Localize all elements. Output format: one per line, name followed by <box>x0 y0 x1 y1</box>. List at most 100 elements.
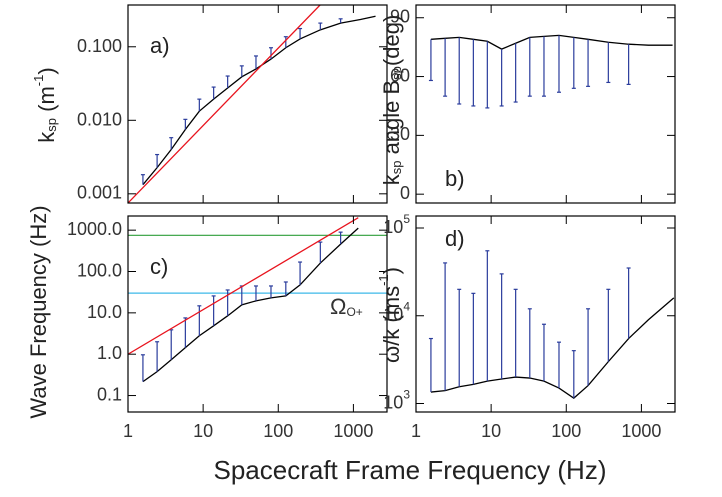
error-bar <box>428 337 433 393</box>
y-tick-label: 0.100 <box>77 36 122 56</box>
error-bar <box>318 22 323 30</box>
y-axis-title-part: angle B <box>379 80 404 161</box>
y-tick-label: 100.0 <box>77 260 122 280</box>
error-bar <box>268 47 273 60</box>
x-axis-title: Spacecraft Frame Frequency (Hz) <box>213 455 606 485</box>
y-axis-title-part: ) <box>34 67 59 74</box>
error-bar <box>155 341 160 372</box>
y-tick-label: 1.0 <box>97 343 122 363</box>
x-tick-label: 10 <box>481 421 501 441</box>
y-axis-title-part: k <box>34 131 59 143</box>
tick-label-base: 0.010 <box>77 109 122 129</box>
error-bar <box>183 118 188 130</box>
error-bar <box>457 288 462 387</box>
data-line <box>430 297 675 399</box>
plot-frame <box>415 4 676 204</box>
error-bar <box>606 288 611 362</box>
error-bar <box>211 295 216 326</box>
tick-label-base: 10 <box>383 217 403 237</box>
plot-area <box>128 217 387 383</box>
error-bar <box>197 305 202 336</box>
tick-label-sup: 3 <box>403 388 410 402</box>
error-bar <box>513 43 518 103</box>
error-bar <box>626 267 631 339</box>
error-bar <box>338 18 343 24</box>
y-tick-label: 10.0 <box>87 302 122 322</box>
error-bar <box>318 241 323 264</box>
error-bar <box>499 49 504 107</box>
y-axis-title-part: sp <box>389 161 404 175</box>
error-bar <box>541 323 546 382</box>
error-bar <box>586 39 591 87</box>
error-bar <box>485 250 490 382</box>
error-bar <box>527 308 532 379</box>
y-axis-title-part: k <box>379 173 404 185</box>
panel-label: a) <box>150 33 170 58</box>
error-bar <box>527 37 532 97</box>
error-bar <box>239 285 244 305</box>
data-line <box>128 217 359 355</box>
y-axis-title-part: -1 <box>31 75 46 87</box>
error-bar <box>298 27 303 39</box>
x-tick-label: 1000 <box>621 421 661 441</box>
error-bar <box>586 308 591 386</box>
tick-label-base: 1000.0 <box>67 219 122 239</box>
error-bar <box>155 153 160 168</box>
error-bar <box>211 86 216 100</box>
error-bar <box>197 98 202 112</box>
y-axis-title: ω/k (ms-1) <box>376 267 403 363</box>
panel-label: c) <box>150 254 168 279</box>
x-tick-label: 1 <box>123 421 133 441</box>
tick-label-sup: 4 <box>403 300 410 314</box>
y-axis-title-part: sp <box>389 66 404 80</box>
error-bar <box>169 137 174 150</box>
y-tick-label: 0.1 <box>97 384 122 404</box>
error-bar <box>443 262 448 391</box>
error-bar <box>225 75 230 88</box>
y-axis-title-part: sp <box>44 118 59 132</box>
error-bar <box>298 261 303 285</box>
error-bar <box>253 285 258 301</box>
y-tick-label: 0.001 <box>77 183 122 203</box>
tick-label-base: 10 <box>383 392 403 412</box>
error-bar <box>541 36 546 97</box>
error-bar <box>183 317 188 348</box>
panel-label: d) <box>445 226 465 251</box>
error-bar <box>283 281 288 296</box>
plot-frame <box>415 215 676 413</box>
x-tick-label: 100 <box>263 421 293 441</box>
error-bar <box>283 36 288 48</box>
y-tick-label: 1000.0 <box>67 219 122 239</box>
y-axis-title: Wave Frequency (Hz) <box>26 205 51 418</box>
error-bar <box>471 292 476 385</box>
y-axis-title-part: ) <box>379 267 404 274</box>
error-bar <box>571 37 576 89</box>
error-bar <box>169 329 174 360</box>
y-tick-label: 105 <box>383 212 410 237</box>
data-line <box>128 5 321 203</box>
plot-frame <box>127 215 388 413</box>
y-axis-title-part: Wave Frequency (Hz) <box>26 205 51 418</box>
plot-area <box>428 34 673 109</box>
y-axis-title-part: ω/k (ms <box>379 286 404 363</box>
x-tick-label: 10 <box>193 421 213 441</box>
data-line <box>430 34 673 50</box>
y-axis-title-part: -1 <box>376 274 391 286</box>
y-tick-label: 0 <box>400 183 410 203</box>
plot-area <box>428 250 675 399</box>
error-bar <box>239 65 244 77</box>
annotation-sub: O+ <box>346 305 362 319</box>
error-bar <box>513 288 518 378</box>
y-tick-label: 0.010 <box>77 109 122 129</box>
tick-label-base: 100.0 <box>77 260 122 280</box>
error-bar <box>556 341 561 389</box>
error-bar <box>485 41 490 109</box>
tick-label-base: 1.0 <box>97 343 122 363</box>
error-bar <box>471 39 476 107</box>
error-bar <box>140 354 145 382</box>
error-bar <box>499 273 504 380</box>
error-bar <box>457 37 462 105</box>
y-axis-title: ksp (m-1) <box>31 67 59 142</box>
error-bar <box>556 35 561 93</box>
